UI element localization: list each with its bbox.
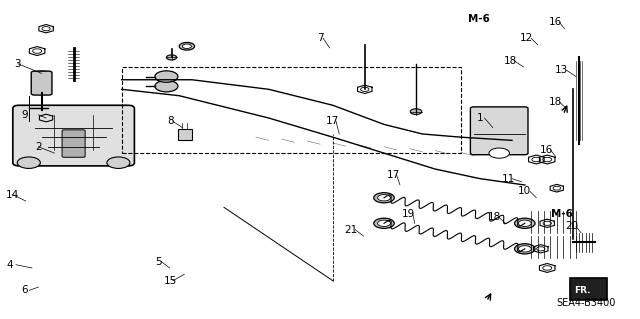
Text: 12: 12 xyxy=(520,33,532,43)
Text: 7: 7 xyxy=(317,33,323,43)
Text: SEA4-B3400: SEA4-B3400 xyxy=(557,298,616,308)
Text: 16: 16 xyxy=(540,145,553,155)
Circle shape xyxy=(536,247,545,251)
Circle shape xyxy=(515,218,535,228)
FancyBboxPatch shape xyxy=(570,278,607,300)
Circle shape xyxy=(518,220,531,226)
Circle shape xyxy=(518,246,531,252)
Text: 14: 14 xyxy=(6,189,19,200)
Circle shape xyxy=(553,186,561,190)
Text: 18: 18 xyxy=(549,97,562,107)
Circle shape xyxy=(374,218,394,228)
Text: 17: 17 xyxy=(326,116,339,126)
Text: 4: 4 xyxy=(6,260,13,270)
Circle shape xyxy=(489,148,509,158)
Text: M-6: M-6 xyxy=(551,209,573,219)
Text: 3: 3 xyxy=(15,59,21,69)
Text: 18: 18 xyxy=(488,212,501,222)
Circle shape xyxy=(33,49,42,53)
Text: 18: 18 xyxy=(504,56,516,66)
Circle shape xyxy=(532,157,541,162)
FancyBboxPatch shape xyxy=(31,71,52,95)
Text: 1: 1 xyxy=(477,113,483,123)
Bar xyxy=(178,129,192,140)
Circle shape xyxy=(182,44,191,48)
Text: 11: 11 xyxy=(502,174,515,184)
Text: 17: 17 xyxy=(387,170,400,181)
Circle shape xyxy=(543,266,552,270)
Circle shape xyxy=(107,157,130,168)
Text: FR.: FR. xyxy=(574,286,591,295)
Circle shape xyxy=(543,157,552,162)
Bar xyxy=(122,67,461,153)
Circle shape xyxy=(42,116,50,120)
Text: 2: 2 xyxy=(35,142,42,152)
Circle shape xyxy=(155,80,178,92)
FancyBboxPatch shape xyxy=(470,107,528,155)
FancyBboxPatch shape xyxy=(62,130,85,157)
Circle shape xyxy=(378,220,390,226)
Text: 15: 15 xyxy=(164,276,177,286)
Circle shape xyxy=(17,157,40,168)
Circle shape xyxy=(166,55,177,60)
FancyBboxPatch shape xyxy=(13,105,134,166)
Circle shape xyxy=(543,221,552,225)
Text: M-6: M-6 xyxy=(468,14,490,24)
Circle shape xyxy=(374,193,394,203)
Text: 20: 20 xyxy=(565,221,578,232)
Circle shape xyxy=(155,71,178,82)
Circle shape xyxy=(410,109,422,115)
Text: 8: 8 xyxy=(168,116,174,126)
Text: 10: 10 xyxy=(518,186,531,197)
Circle shape xyxy=(42,26,50,31)
Text: 16: 16 xyxy=(549,17,562,27)
Ellipse shape xyxy=(34,71,49,76)
Text: 19: 19 xyxy=(402,209,415,219)
Circle shape xyxy=(515,244,535,254)
Circle shape xyxy=(179,42,195,50)
Text: 9: 9 xyxy=(21,110,28,120)
Text: 6: 6 xyxy=(21,285,28,295)
Text: 13: 13 xyxy=(556,65,568,75)
Circle shape xyxy=(378,195,390,201)
Text: 21: 21 xyxy=(344,225,357,235)
Text: 5: 5 xyxy=(156,256,162,267)
Circle shape xyxy=(360,87,369,92)
